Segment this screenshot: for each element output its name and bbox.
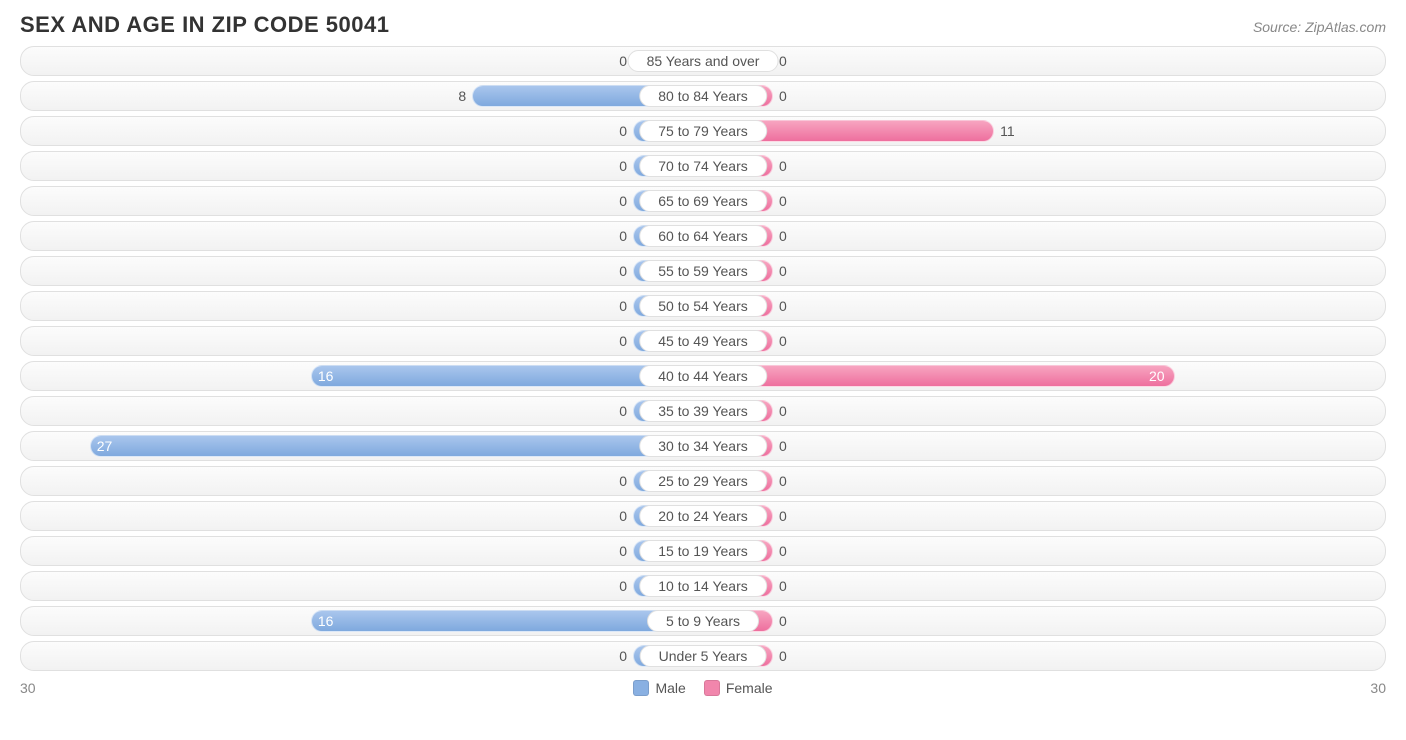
legend-item-male: Male [633,680,685,696]
chart-row: 0 0 20 to 24 Years [20,501,1386,531]
axis-left-max: 30 [20,680,36,696]
age-category-pill: 5 to 9 Years [647,610,759,632]
chart-row: 0 0 35 to 39 Years [20,396,1386,426]
age-category-pill: 20 to 24 Years [639,505,767,527]
age-category-pill: 30 to 34 Years [639,435,767,457]
female-value: 0 [779,298,787,314]
male-value: 0 [619,298,627,314]
chart-row: 0 0 25 to 29 Years [20,466,1386,496]
male-value: 0 [619,403,627,419]
axis-right-max: 30 [1370,680,1386,696]
male-value: 27 [97,438,113,454]
chart-row: 0 0 70 to 74 Years [20,151,1386,181]
female-value: 0 [779,158,787,174]
age-category-pill: 70 to 74 Years [639,155,767,177]
female-value: 0 [779,53,787,69]
female-value: 0 [779,403,787,419]
female-value: 0 [779,473,787,489]
female-bar [703,365,1175,387]
legend-male-label: Male [655,680,685,696]
chart-row: 0 085 Years and over [20,46,1386,76]
male-value: 16 [318,613,334,629]
chart-row: 0 0 60 to 64 Years [20,221,1386,251]
chart-row: 16 0 5 to 9 Years [20,606,1386,636]
chart-source: Source: ZipAtlas.com [1253,19,1386,35]
chart-row: 0 0 45 to 49 Years [20,326,1386,356]
legend-item-female: Female [704,680,773,696]
male-swatch-icon [633,680,649,696]
age-category-pill: 55 to 59 Years [639,260,767,282]
legend-female-label: Female [726,680,773,696]
chart-row: 0 0 10 to 14 Years [20,571,1386,601]
male-value: 0 [619,333,627,349]
age-category-pill: 35 to 39 Years [639,400,767,422]
diverging-bar-chart: 0085 Years and over8080 to 84 Years01175… [0,46,1406,671]
female-value: 0 [779,333,787,349]
male-bar [90,435,703,457]
male-value: 0 [619,473,627,489]
legend: Male Female [633,680,772,696]
male-value: 0 [619,123,627,139]
male-value: 8 [458,88,466,104]
chart-row: 27 0 30 to 34 Years [20,431,1386,461]
female-swatch-icon [704,680,720,696]
male-value: 0 [619,193,627,209]
male-value: 0 [619,508,627,524]
female-value: 11 [1000,123,1015,139]
male-value: 0 [619,263,627,279]
male-value: 0 [619,53,627,69]
chart-row: 8 0 80 to 84 Years [20,81,1386,111]
male-value: 0 [619,578,627,594]
age-category-pill: 65 to 69 Years [639,190,767,212]
chart-row: 0 0 15 to 19 Years [20,536,1386,566]
chart-row: 0 0 Under 5 Years [20,641,1386,671]
age-category-pill: 45 to 49 Years [639,330,767,352]
chart-title: SEX AND AGE IN ZIP CODE 50041 [20,12,389,38]
female-value: 0 [779,613,787,629]
female-value: 0 [779,263,787,279]
female-value: 0 [779,578,787,594]
female-value: 20 [1149,368,1165,384]
female-value: 0 [779,228,787,244]
male-value: 0 [619,158,627,174]
female-value: 0 [779,193,787,209]
age-category-pill: 10 to 14 Years [639,575,767,597]
age-category-pill: 60 to 64 Years [639,225,767,247]
age-category-pill: 80 to 84 Years [639,85,767,107]
chart-row: 0 0 55 to 59 Years [20,256,1386,286]
age-category-pill: 75 to 79 Years [639,120,767,142]
male-value: 0 [619,543,627,559]
age-category-pill: Under 5 Years [640,645,767,667]
female-value: 0 [779,543,787,559]
age-category-pill: 85 Years and over [628,50,779,72]
male-value: 0 [619,648,627,664]
female-value: 0 [779,88,787,104]
chart-row: 0 0 50 to 54 Years [20,291,1386,321]
age-category-pill: 50 to 54 Years [639,295,767,317]
age-category-pill: 25 to 29 Years [639,470,767,492]
chart-row: 16 20 40 to 44 Years [20,361,1386,391]
age-category-pill: 15 to 19 Years [639,540,767,562]
male-bar [311,610,703,632]
female-value: 0 [779,508,787,524]
female-value: 0 [779,438,787,454]
male-value: 16 [318,368,334,384]
chart-row: 0 0 65 to 69 Years [20,186,1386,216]
female-value: 0 [779,648,787,664]
male-value: 0 [619,228,627,244]
chart-row: 0 11 75 to 79 Years [20,116,1386,146]
age-category-pill: 40 to 44 Years [639,365,767,387]
